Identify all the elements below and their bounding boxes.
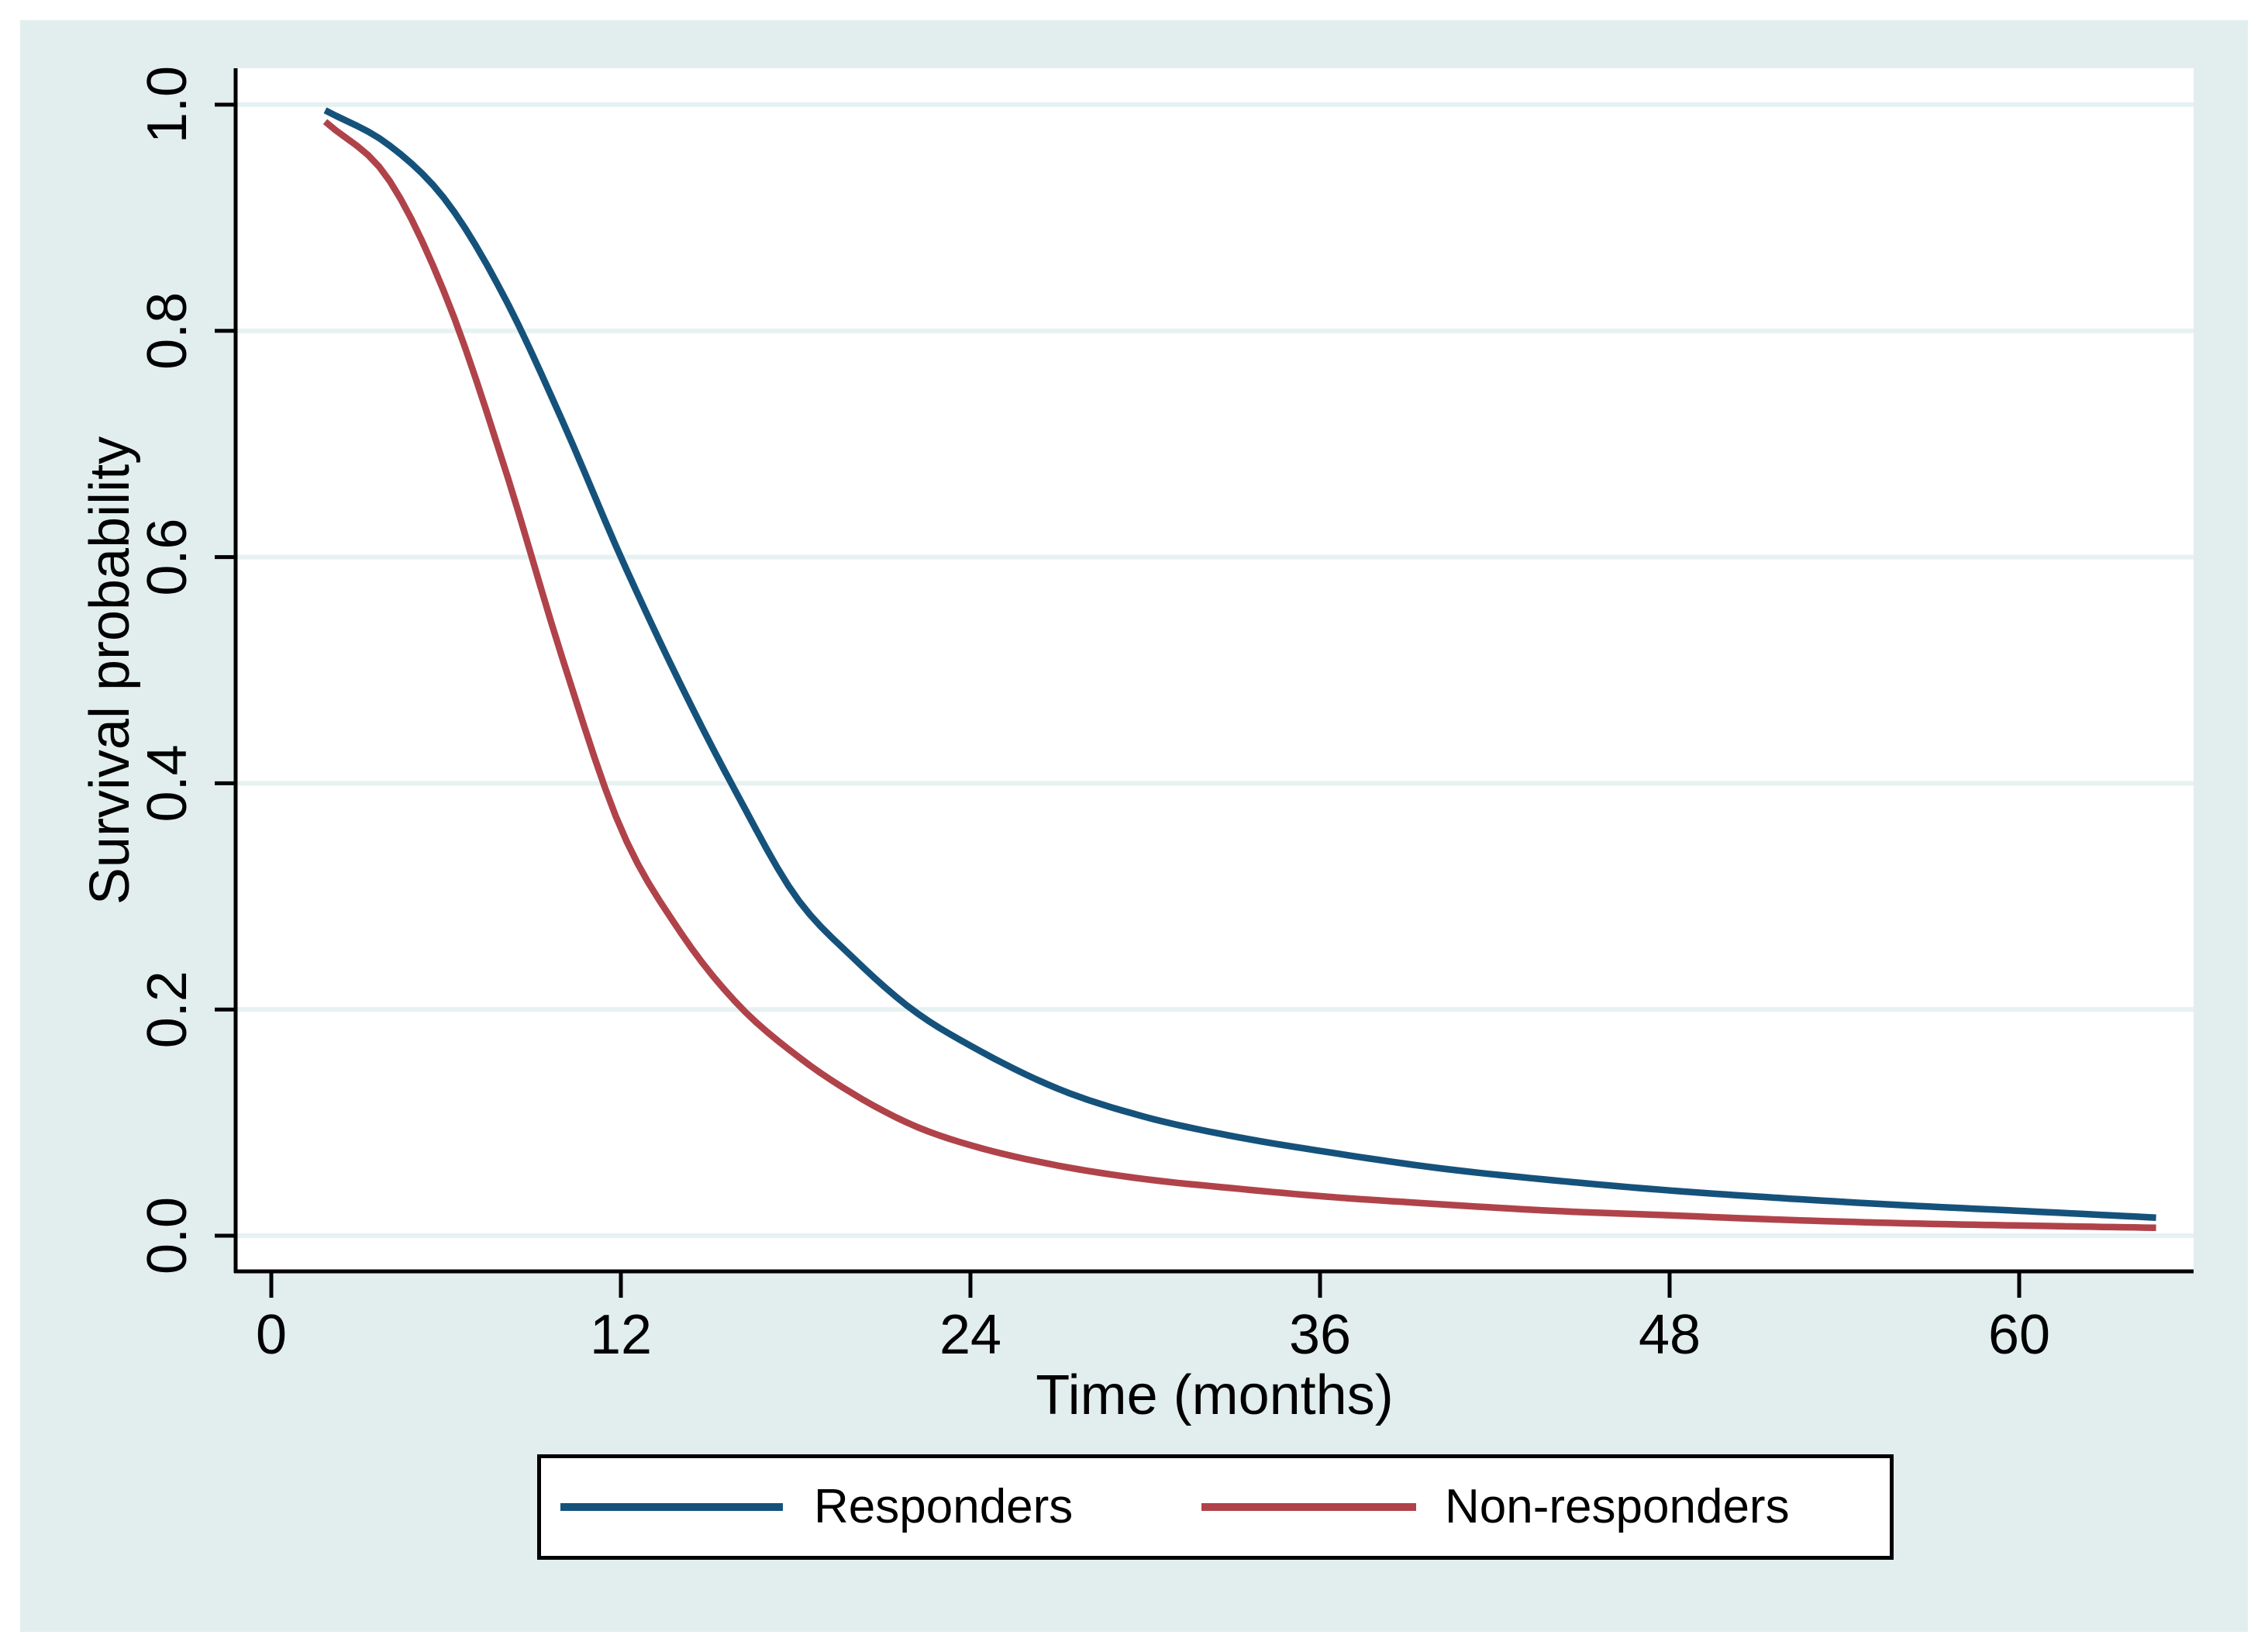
- y-tick-label-0.0: 0.0: [136, 1197, 198, 1274]
- y-tick-label-1.0: 1.0: [136, 66, 198, 143]
- y-tick-label-0.2: 0.2: [136, 971, 198, 1048]
- x-tick-label-24: 24: [939, 1304, 1001, 1366]
- legend-line-non-responders: [1201, 1503, 1416, 1511]
- y-tick-label-0.8: 0.8: [136, 292, 198, 370]
- y-tick-label-0.4: 0.4: [136, 744, 198, 822]
- x-tick-label-36: 36: [1289, 1304, 1351, 1366]
- legend-line-responders: [560, 1503, 783, 1511]
- x-tick-label-48: 48: [1639, 1304, 1701, 1366]
- x-tick-label-60: 60: [1988, 1304, 2050, 1366]
- non-responders-curve: [322, 119, 2156, 1232]
- x-axis-title: Time (months): [1036, 1364, 1393, 1426]
- x-tick-label-12: 12: [590, 1304, 652, 1366]
- legend-label-non-responders: Non-responders: [1445, 1480, 1790, 1533]
- y-axis-title: Survival probability: [79, 436, 141, 905]
- legend: Responders Non-responders: [537, 1454, 1894, 1560]
- legend-label-responders: Responders: [814, 1480, 1074, 1533]
- x-tick-label-0: 0: [256, 1304, 287, 1366]
- y-tick-label-0.6: 0.6: [136, 519, 198, 596]
- responders-curve: [323, 107, 2156, 1221]
- plot-area: [236, 68, 2194, 1271]
